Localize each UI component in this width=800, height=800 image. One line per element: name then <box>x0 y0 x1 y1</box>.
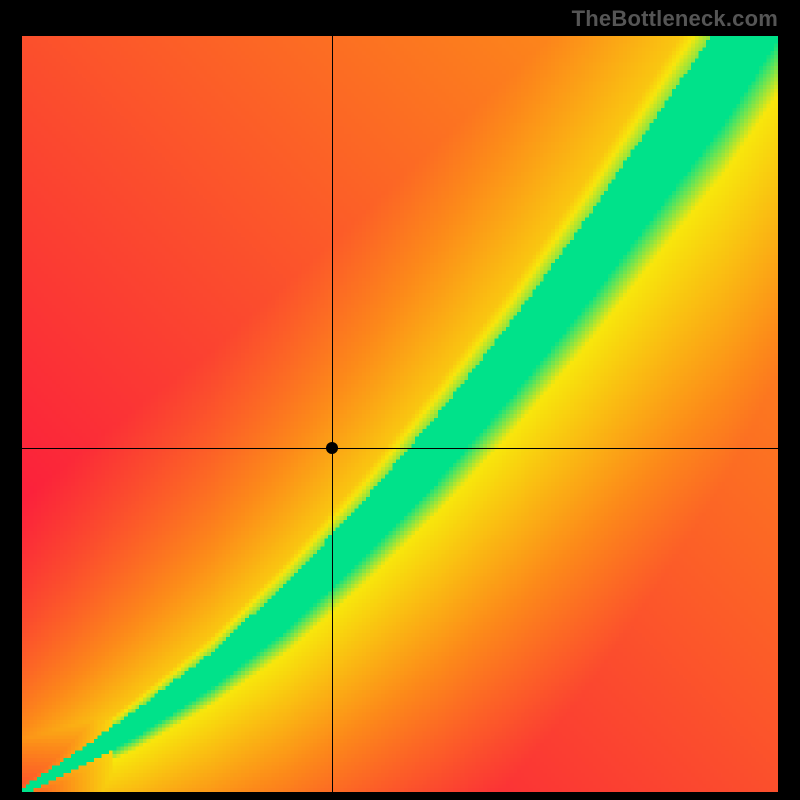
watermark-text: TheBottleneck.com <box>572 6 778 32</box>
bottleneck-heatmap <box>22 36 778 792</box>
figure-container: TheBottleneck.com <box>0 0 800 800</box>
crosshair-horizontal <box>22 448 778 449</box>
selected-point <box>326 442 338 454</box>
crosshair-vertical <box>332 36 333 792</box>
